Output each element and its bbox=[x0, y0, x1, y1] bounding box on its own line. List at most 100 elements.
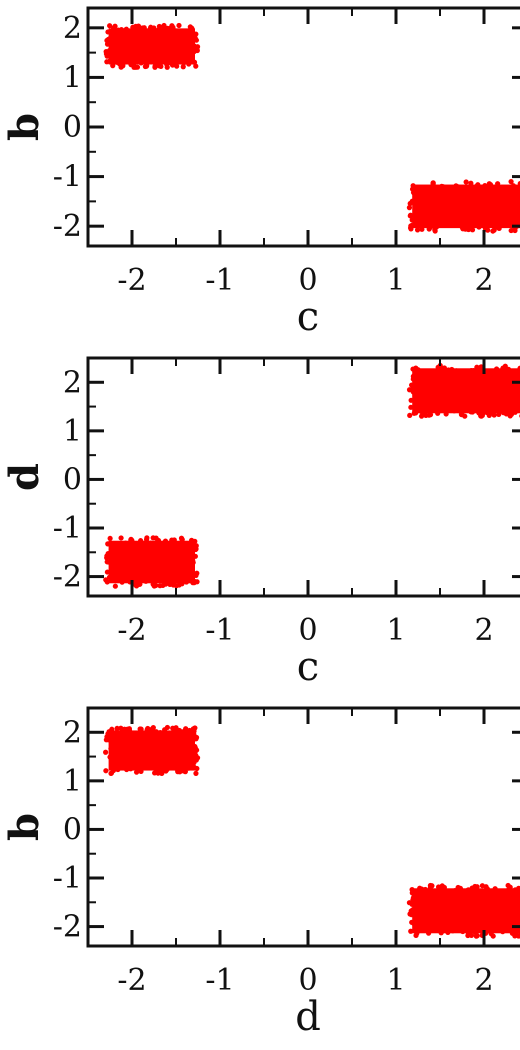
data-point bbox=[176, 22, 182, 29]
data-point bbox=[118, 535, 124, 541]
data-point bbox=[439, 191, 446, 197]
data-point bbox=[439, 883, 445, 889]
data-point bbox=[141, 27, 147, 34]
data-point bbox=[474, 933, 480, 939]
data-point bbox=[142, 730, 148, 736]
y-tick-label: 0 bbox=[63, 812, 82, 847]
data-point bbox=[490, 919, 496, 925]
data-point bbox=[122, 48, 128, 54]
data-point bbox=[127, 540, 134, 547]
data-point bbox=[191, 48, 197, 55]
data-point bbox=[144, 46, 150, 52]
data-point bbox=[489, 195, 495, 201]
data-point bbox=[144, 543, 150, 549]
data-point bbox=[416, 927, 423, 933]
data-point bbox=[461, 384, 467, 390]
data-point bbox=[496, 907, 502, 913]
data-point bbox=[113, 577, 119, 583]
x-tick-label: -2 bbox=[117, 263, 146, 298]
data-point bbox=[469, 885, 475, 891]
data-point bbox=[478, 400, 484, 406]
data-point bbox=[126, 751, 132, 757]
data-point bbox=[473, 912, 479, 918]
data-point bbox=[113, 747, 119, 753]
data-point bbox=[162, 38, 168, 44]
data-point bbox=[415, 221, 421, 228]
data-point bbox=[112, 557, 119, 563]
data-point bbox=[104, 553, 110, 559]
data-point bbox=[139, 560, 145, 567]
data-point bbox=[149, 730, 155, 736]
scatter-panel-c-b: -2 -1 0 1 2 -2 -1 0 1 2 c b bbox=[1, 6, 520, 340]
data-point bbox=[413, 365, 419, 371]
data-point bbox=[412, 211, 418, 217]
data-point bbox=[505, 916, 511, 923]
data-point bbox=[448, 398, 455, 404]
data-point bbox=[138, 60, 144, 66]
data-point bbox=[427, 412, 434, 418]
data-point bbox=[121, 551, 128, 557]
data-point bbox=[491, 913, 497, 919]
data-point bbox=[103, 49, 109, 55]
data-point bbox=[482, 216, 489, 222]
data-point bbox=[464, 887, 471, 894]
data-point bbox=[188, 544, 194, 550]
data-point bbox=[144, 535, 150, 541]
data-point bbox=[107, 535, 113, 542]
data-point bbox=[153, 582, 159, 589]
data-point bbox=[491, 189, 497, 195]
data-point bbox=[457, 885, 464, 892]
data-point bbox=[159, 47, 166, 54]
data-point bbox=[176, 576, 182, 583]
data-point bbox=[412, 927, 418, 933]
data-point bbox=[169, 44, 175, 51]
data-point bbox=[182, 764, 188, 770]
data-point bbox=[127, 737, 133, 743]
data-point bbox=[420, 889, 426, 895]
data-point bbox=[173, 51, 179, 57]
data-point bbox=[132, 758, 138, 764]
data-point bbox=[429, 921, 435, 927]
data-point bbox=[464, 925, 471, 931]
data-point bbox=[109, 59, 115, 65]
data-point bbox=[466, 906, 472, 913]
data-point bbox=[447, 382, 453, 388]
data-point bbox=[193, 572, 199, 579]
data-point bbox=[492, 886, 498, 892]
y-tick-label: 0 bbox=[63, 110, 82, 145]
data-point bbox=[419, 369, 425, 375]
data-point bbox=[474, 201, 480, 207]
data-point bbox=[473, 210, 479, 216]
data-point bbox=[106, 729, 112, 735]
data-point bbox=[183, 579, 190, 585]
data-point bbox=[170, 560, 177, 566]
data-point bbox=[151, 572, 157, 578]
data-point bbox=[490, 933, 496, 939]
data-point bbox=[425, 925, 431, 931]
data-point bbox=[442, 401, 448, 407]
data-point bbox=[156, 570, 163, 577]
data-point bbox=[164, 61, 170, 67]
data-point bbox=[452, 384, 458, 390]
data-point bbox=[408, 404, 414, 410]
data-point bbox=[490, 228, 496, 234]
y-tick-label: 1 bbox=[63, 764, 82, 799]
data-point bbox=[168, 734, 174, 740]
data-point bbox=[406, 900, 413, 906]
data-point bbox=[170, 555, 176, 561]
data-point bbox=[505, 906, 511, 913]
data-point bbox=[475, 888, 481, 895]
data-point bbox=[495, 902, 501, 908]
data-point bbox=[188, 31, 194, 38]
data-point bbox=[513, 370, 519, 376]
data-point bbox=[152, 542, 159, 548]
data-point bbox=[193, 545, 199, 552]
data-point bbox=[136, 750, 142, 756]
data-point bbox=[187, 51, 193, 57]
data-point bbox=[478, 364, 484, 370]
data-point bbox=[159, 770, 165, 777]
data-point bbox=[141, 550, 147, 556]
data-point bbox=[106, 574, 113, 580]
data-point bbox=[177, 765, 183, 771]
x-tick-label: 0 bbox=[298, 263, 317, 298]
